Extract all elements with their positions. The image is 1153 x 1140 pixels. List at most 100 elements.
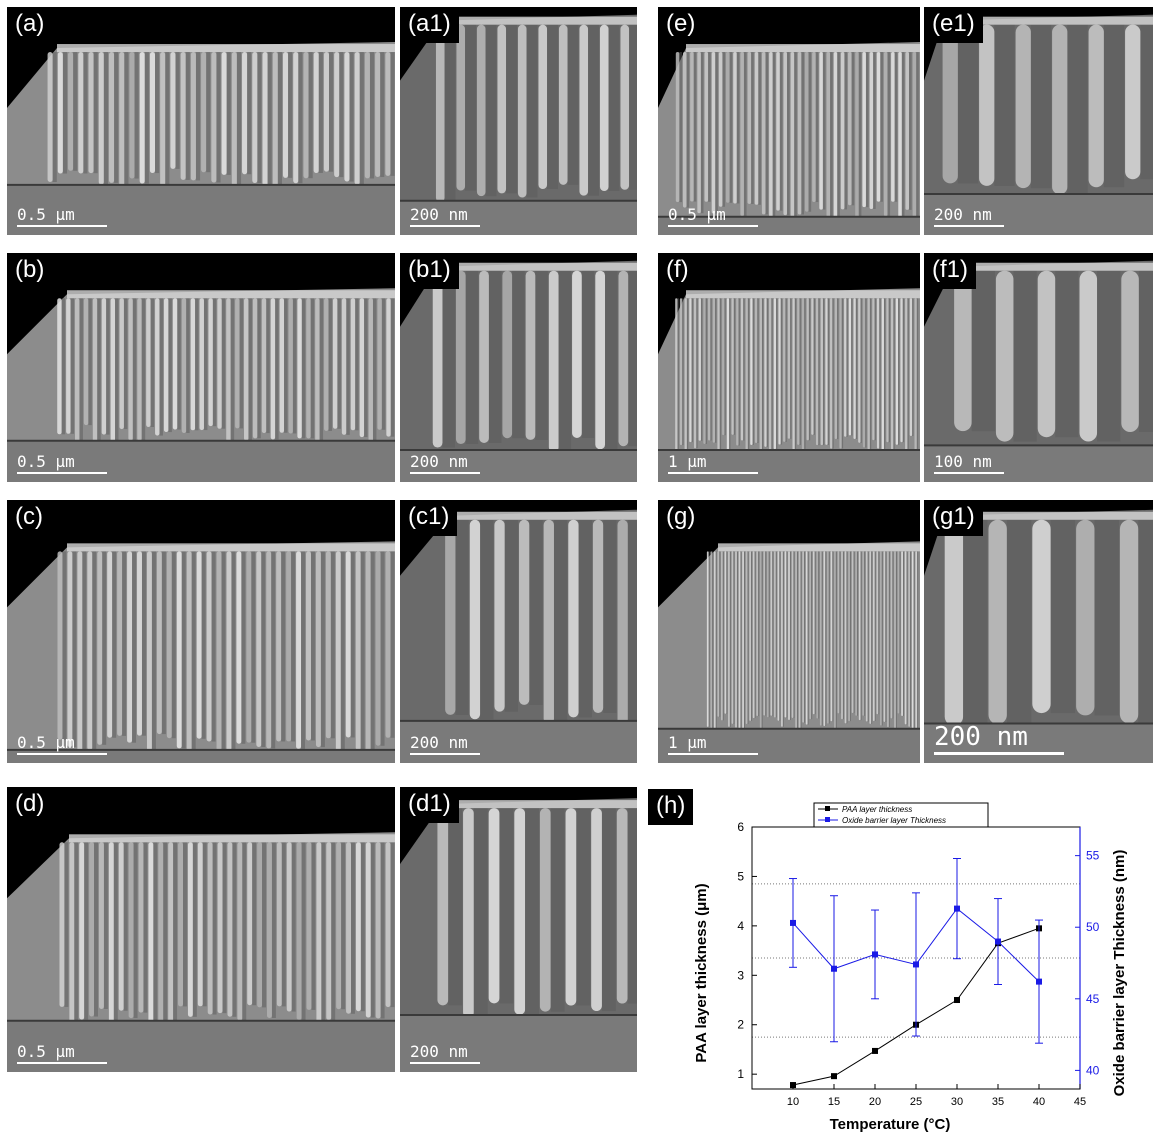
scale-bar-c: 0.5 μm bbox=[17, 735, 107, 755]
y-tick-label: 6 bbox=[737, 820, 744, 834]
data-point-1 bbox=[790, 919, 796, 926]
data-point-1 bbox=[1036, 978, 1042, 985]
scale-label-a1: 200 nm bbox=[410, 205, 468, 224]
sem-panel-f1: (f1) 100 nm bbox=[924, 253, 1153, 482]
sem-image-c bbox=[7, 541, 395, 763]
scale-label-c1: 200 nm bbox=[410, 733, 468, 752]
y-tick-label: 2 bbox=[737, 1018, 744, 1032]
panel-label-e1: (e1) bbox=[924, 7, 983, 43]
scale-bar-f: 1 μm bbox=[668, 454, 758, 474]
sem-image-f1 bbox=[924, 260, 1153, 482]
scale-label-f1: 100 nm bbox=[934, 452, 992, 471]
sem-panel-d: (d) 0.5 μm bbox=[7, 787, 395, 1072]
data-point-1 bbox=[995, 938, 1001, 945]
sem-panel-g1: (g1) 200 nm bbox=[924, 500, 1153, 763]
panel-label-a: (a) bbox=[7, 7, 53, 43]
sem-image-a bbox=[7, 42, 395, 235]
scale-bar-a: 0.5 μm bbox=[17, 207, 107, 227]
sem-panel-e: (e) 0.5 μm bbox=[658, 7, 920, 235]
sem-panel-g: (g) 1 μm bbox=[658, 500, 920, 763]
scale-bar-b1: 200 nm bbox=[410, 454, 480, 474]
chart-panel-h: (h) 10 15 20 25 30 35 40 45 1 2 3 4 5 6 40 45 50 55 Tempe… bbox=[648, 783, 1148, 1135]
panel-label-f: (f) bbox=[658, 253, 697, 289]
data-point-1 bbox=[954, 905, 960, 912]
scale-line-d1 bbox=[410, 1062, 480, 1064]
legend-entry-oxide: Oxide barrier layer Thickness bbox=[842, 816, 946, 825]
scale-bar-b: 0.5 μm bbox=[17, 454, 107, 474]
y-tick-label: 5 bbox=[737, 869, 744, 883]
scale-label-g: 1 μm bbox=[668, 733, 707, 752]
scale-label-a: 0.5 μm bbox=[17, 205, 75, 224]
x-tick-label: 30 bbox=[951, 1096, 963, 1108]
sem-panel-e1: (e1) 200 nm bbox=[924, 7, 1153, 235]
y2-tick-label: 55 bbox=[1086, 849, 1100, 863]
scale-line-d bbox=[17, 1062, 107, 1064]
sem-image-e bbox=[658, 42, 920, 235]
chart-legend: PAA layer thickness Oxide barrier layer … bbox=[813, 802, 989, 828]
x-tick-label: 20 bbox=[869, 1096, 881, 1108]
scale-label-f: 1 μm bbox=[668, 452, 707, 471]
scale-bar-f1: 100 nm bbox=[934, 454, 1004, 474]
y2-tick-label: 45 bbox=[1086, 992, 1100, 1006]
panel-label-a1: (a1) bbox=[400, 7, 459, 43]
legend-entry-paa: PAA layer thickness bbox=[842, 805, 912, 814]
sem-image-g1 bbox=[924, 509, 1153, 763]
sem-image-f bbox=[658, 288, 920, 482]
panel-label-b1: (b1) bbox=[400, 253, 459, 289]
panel-label-g1: (g1) bbox=[924, 500, 983, 536]
y2-tick-label: 50 bbox=[1086, 920, 1100, 934]
sem-panel-d1: (d1) 200 nm bbox=[400, 787, 637, 1072]
sem-image-d bbox=[7, 832, 395, 1072]
scale-line-f1 bbox=[934, 472, 1004, 474]
y2-axis-label: Oxide barrier layer Thickness (nm) bbox=[1111, 850, 1128, 1097]
scale-bar-e: 0.5 μm bbox=[668, 207, 758, 227]
scale-line-b bbox=[17, 472, 107, 474]
scale-label-e: 0.5 μm bbox=[668, 205, 726, 224]
scale-line-e1 bbox=[934, 225, 1004, 227]
scale-bar-d1: 200 nm bbox=[410, 1044, 480, 1064]
panel-label-e: (e) bbox=[658, 7, 704, 43]
x-tick-label: 25 bbox=[910, 1096, 922, 1108]
scale-line-b1 bbox=[410, 472, 480, 474]
panel-label-h: (h) bbox=[648, 789, 694, 825]
sem-image-b bbox=[7, 288, 395, 482]
sem-image-g bbox=[658, 541, 920, 763]
data-point-1 bbox=[913, 961, 919, 968]
scale-line-a bbox=[17, 225, 107, 227]
data-point-1 bbox=[831, 965, 837, 972]
panel-label-c1: (c1) bbox=[400, 500, 458, 536]
x-tick-label: 35 bbox=[992, 1096, 1004, 1108]
data-point-0 bbox=[790, 1082, 796, 1089]
sem-panel-a1: (a1) 200 nm bbox=[400, 7, 637, 235]
panel-label-c: (c) bbox=[7, 500, 51, 536]
y2-tick-label: 40 bbox=[1086, 1063, 1100, 1077]
scale-line-a1 bbox=[410, 225, 480, 227]
sem-panel-c1: (c1) 200 nm bbox=[400, 500, 637, 763]
scale-label-c: 0.5 μm bbox=[17, 733, 75, 752]
data-point-0 bbox=[954, 997, 960, 1004]
sem-panel-b1: (b1) 200 nm bbox=[400, 253, 637, 482]
scale-label-d: 0.5 μm bbox=[17, 1042, 75, 1061]
scale-bar-a1: 200 nm bbox=[410, 207, 480, 227]
x-tick-label: 40 bbox=[1033, 1096, 1045, 1108]
panel-label-d1: (d1) bbox=[400, 787, 459, 823]
panel-label-g: (g) bbox=[658, 500, 704, 536]
x-axis-label: Temperature (°C) bbox=[830, 1116, 951, 1133]
data-point-0 bbox=[831, 1073, 837, 1080]
scale-line-f bbox=[668, 472, 758, 474]
sem-image-e1 bbox=[924, 14, 1153, 235]
scale-bar-e1: 200 nm bbox=[934, 207, 1004, 227]
sem-panel-b: (b) 0.5 μm bbox=[7, 253, 395, 482]
sem-panel-c: (c) 0.5 μm bbox=[7, 500, 395, 763]
data-point-0 bbox=[872, 1047, 878, 1054]
y-axis-label: PAA layer thickness (μm) bbox=[693, 883, 710, 1062]
chart-grid bbox=[752, 883, 1080, 1038]
sem-panel-f: (f) 1 μm bbox=[658, 253, 920, 482]
x-tick-label: 15 bbox=[828, 1096, 840, 1108]
x-tick-label: 45 bbox=[1074, 1096, 1086, 1108]
panel-label-f1: (f1) bbox=[924, 253, 976, 289]
scale-bar-c1: 200 nm bbox=[410, 735, 480, 755]
scale-bar-g: 1 μm bbox=[668, 735, 758, 755]
